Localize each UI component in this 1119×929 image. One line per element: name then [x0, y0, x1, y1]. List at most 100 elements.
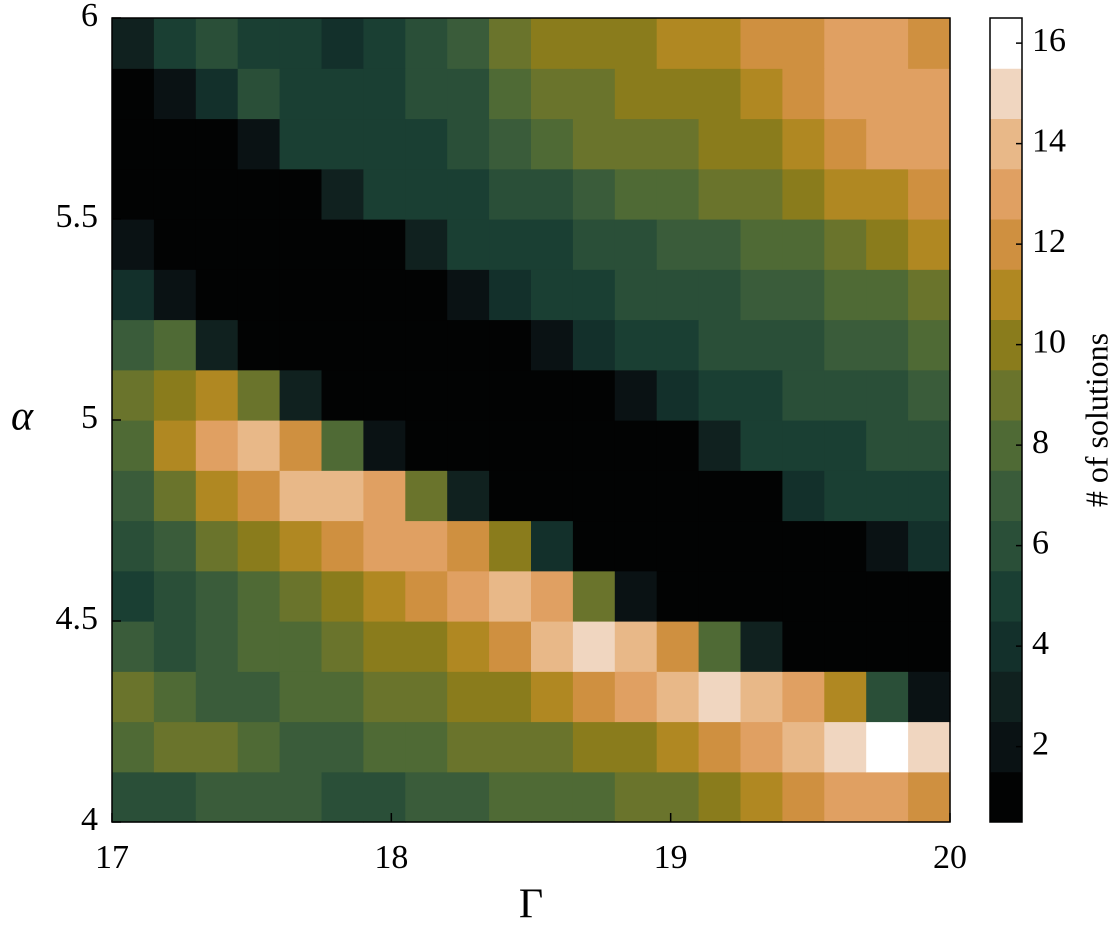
heatmap-cell	[531, 18, 574, 69]
heatmap-cell	[908, 520, 951, 572]
heatmap-cell	[195, 621, 239, 672]
heatmap-cell	[489, 570, 532, 622]
heatmap-cell	[656, 118, 700, 170]
heatmap-cell	[824, 118, 867, 170]
heatmap	[112, 18, 1022, 823]
heatmap-cell	[363, 18, 406, 69]
heatmap-cell	[656, 219, 700, 270]
colorbar-tick-label: 4	[1032, 625, 1049, 662]
heatmap-cell	[153, 420, 197, 471]
heatmap-cell	[656, 570, 700, 622]
heatmap-cell	[237, 319, 281, 371]
heatmap-cell	[153, 721, 197, 773]
heatmap-cell	[698, 369, 742, 421]
heatmap-cell	[698, 269, 742, 321]
heatmap-cell	[447, 771, 490, 823]
heatmap-cell	[363, 420, 406, 471]
heatmap-cell	[237, 470, 281, 522]
heatmap-cell	[405, 168, 448, 220]
heatmap-cell	[698, 470, 742, 522]
heatmap-cell	[698, 520, 742, 572]
heatmap-cell	[866, 721, 909, 773]
heatmap-cell	[321, 118, 364, 170]
heatmap-cell	[531, 721, 574, 773]
heatmap-cell	[405, 319, 448, 371]
heatmap-cell	[321, 721, 364, 773]
heatmap-cell	[237, 671, 281, 723]
heatmap-cell	[698, 68, 742, 120]
heatmap-cell	[112, 269, 155, 321]
heatmap-cell	[489, 68, 532, 120]
heatmap-cell	[321, 570, 364, 622]
heatmap-cell	[782, 369, 825, 421]
heatmap-cell	[782, 621, 825, 672]
heatmap-cell	[614, 771, 658, 823]
heatmap-cell	[405, 420, 448, 471]
colorbar-tick-label: 2	[1032, 725, 1049, 762]
x-tick-label: 18	[374, 839, 408, 876]
colorbar-segment	[990, 771, 1022, 823]
heatmap-cell	[908, 771, 951, 823]
heatmap-cell	[572, 470, 616, 522]
heatmap-cell	[195, 420, 239, 471]
heatmap-cell	[740, 570, 783, 622]
heatmap-cell	[405, 18, 448, 69]
heatmap-cell	[740, 369, 783, 421]
colorbar-segment	[990, 671, 1022, 722]
heatmap-cell	[531, 420, 574, 471]
heatmap-cell	[279, 721, 323, 773]
heatmap-cell	[908, 369, 951, 421]
heatmap-cell	[321, 219, 364, 270]
heatmap-cell	[363, 470, 406, 522]
heatmap-cell	[572, 570, 616, 622]
heatmap-cell	[866, 319, 909, 371]
heatmap-cell	[740, 269, 783, 321]
heatmap-cell	[489, 671, 532, 723]
heatmap-cell	[279, 369, 323, 421]
heatmap-cell	[153, 470, 197, 522]
heatmap-cell	[195, 369, 239, 421]
heatmap-cell	[153, 671, 197, 723]
heatmap-cell	[698, 771, 742, 823]
heatmap-cell	[237, 771, 281, 823]
heatmap-cell	[656, 269, 700, 321]
heatmap-cell	[531, 269, 574, 321]
heatmap-cell	[824, 369, 867, 421]
heatmap-cell	[866, 369, 909, 421]
heatmap-cell	[782, 319, 825, 371]
heatmap-cell	[489, 269, 532, 321]
heatmap-cell	[112, 771, 155, 823]
heatmap-cell	[195, 319, 239, 371]
y-tick-label: 4	[81, 801, 98, 838]
heatmap-cell	[740, 771, 783, 823]
x-tick-label: 20	[933, 839, 967, 876]
heatmap-cell	[656, 520, 700, 572]
heatmap-cell	[614, 520, 658, 572]
heatmap-cell	[112, 68, 155, 120]
heatmap-cell	[153, 369, 197, 421]
heatmap-cell	[363, 570, 406, 622]
heatmap-cell	[112, 319, 155, 371]
heatmap-cell	[237, 68, 281, 120]
heatmap-cell	[195, 68, 239, 120]
heatmap-cell	[237, 520, 281, 572]
heatmap-cell	[698, 118, 742, 170]
heatmap-cell	[572, 319, 616, 371]
heatmap-cell	[908, 671, 951, 723]
heatmap-cell	[531, 771, 574, 823]
heatmap-cell	[237, 269, 281, 321]
heatmap-cell	[112, 520, 155, 572]
heatmap-cell	[782, 771, 825, 823]
heatmap-cell	[279, 118, 323, 170]
heatmap-cell	[824, 570, 867, 622]
heatmap-cell	[740, 520, 783, 572]
heatmap-cell	[740, 721, 783, 773]
heatmap-cell	[112, 118, 155, 170]
heatmap-cell	[489, 18, 532, 69]
heatmap-cell	[363, 68, 406, 120]
heatmap-cell	[572, 671, 616, 723]
heatmap-cell	[321, 369, 364, 421]
heatmap-cell	[614, 68, 658, 120]
heatmap-cell	[112, 219, 155, 270]
